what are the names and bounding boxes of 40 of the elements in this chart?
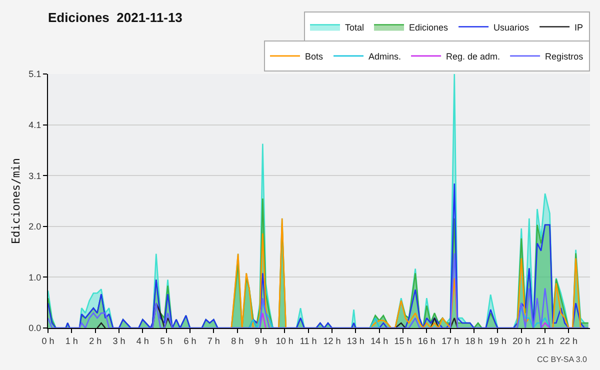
x-tick-label: 15 h — [394, 336, 412, 346]
x-tick-label: 12 h — [323, 336, 341, 346]
legend-label: Bots — [305, 51, 324, 62]
legend-label: Ediciones — [409, 22, 449, 32]
chart-title: Ediciones 2021-11-13 — [48, 10, 182, 26]
x-tick-label: 6 h — [184, 336, 196, 346]
x-tick-label: 14 h — [370, 336, 388, 346]
legend-label: Usuarios — [494, 22, 530, 32]
x-tick-label: 9 h — [254, 336, 268, 346]
x-tick-label: 22 h — [560, 336, 578, 346]
x-tick-label: 8 h — [231, 336, 244, 346]
x-tick-label: 5 h — [160, 336, 173, 346]
x-tick-label: 3 h — [112, 336, 126, 346]
x-tick-label: 19 h — [488, 336, 506, 346]
x-tick-label: 18 h — [465, 336, 483, 346]
x-tick-label: 10 h — [276, 336, 294, 346]
x-tick-label: 2 h — [89, 336, 102, 346]
legend-label: Registros — [545, 51, 584, 62]
y-axis-title: Ediciones/min — [9, 158, 22, 244]
legend-label: Reg. de adm. — [446, 51, 500, 62]
y-tick-label: 5.1 — [28, 69, 42, 80]
y-tick-label: 0.0 — [28, 323, 42, 334]
text: CC BY-SA 3.0 — [537, 355, 588, 364]
y-tick-label: 1.0 — [28, 272, 42, 282]
legend-label: Total — [345, 22, 364, 32]
y-tick-label: 2.0 — [28, 222, 42, 232]
y-tick-label: 4.1 — [28, 120, 42, 130]
x-tick-label: 21 h — [536, 336, 554, 346]
x-tick-label: 0 h — [42, 336, 54, 346]
x-tick-label: 11 h — [300, 336, 317, 346]
x-tick-label: 17 h — [442, 336, 460, 346]
x-tick-label: 7 h — [207, 336, 220, 346]
x-tick-label: 13 h — [346, 336, 364, 346]
y-tick-label: 3.1 — [28, 170, 42, 181]
x-tick-label: 1 h — [65, 336, 78, 346]
legend-label: Admins. — [368, 51, 402, 62]
x-tick-label: 4 h — [136, 336, 149, 346]
x-tick-label: 20 h — [512, 336, 530, 346]
x-tick-label: 16 h — [418, 336, 436, 346]
legend-label: IP — [574, 22, 584, 32]
